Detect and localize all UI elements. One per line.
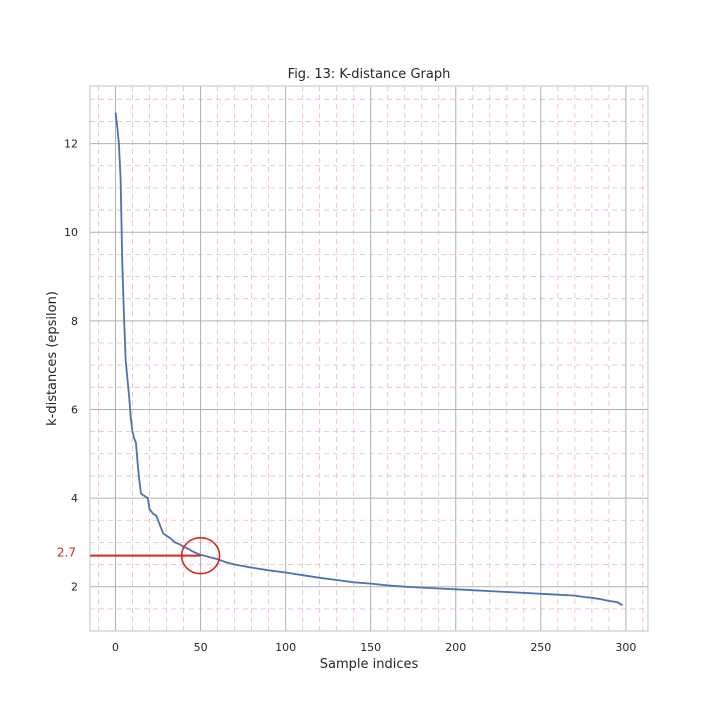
y-tick-label: 2 bbox=[71, 581, 78, 594]
major-grid bbox=[90, 86, 648, 631]
threshold-label: 2.7 bbox=[57, 546, 76, 560]
plot-frame bbox=[89, 85, 649, 632]
y-axis-label: k-distances (epsilon) bbox=[45, 291, 60, 426]
y-tick-label: 10 bbox=[64, 226, 78, 239]
x-tick-label: 200 bbox=[445, 641, 466, 654]
x-tick-label: 100 bbox=[275, 641, 296, 654]
x-axis-label: Sample indices bbox=[320, 657, 419, 672]
x-tick-label: 0 bbox=[112, 641, 119, 654]
y-tick-label: 12 bbox=[64, 138, 78, 151]
y-axis-ticks: 2 4 6 8 10 12 bbox=[64, 138, 78, 594]
x-axis-ticks: 0 50 100 150 200 250 300 bbox=[112, 641, 636, 654]
x-tick-label: 250 bbox=[530, 641, 551, 654]
elbow-highlight-circle bbox=[180, 536, 221, 575]
x-tick-label: 50 bbox=[194, 641, 208, 654]
y-tick-label: 4 bbox=[71, 492, 78, 505]
x-tick-label: 300 bbox=[615, 641, 636, 654]
x-tick-label: 150 bbox=[360, 641, 381, 654]
y-tick-label: 6 bbox=[71, 403, 78, 416]
chart-title: Fig. 13: K-distance Graph bbox=[288, 67, 451, 82]
k-distance-series-line bbox=[114, 112, 623, 607]
minor-grid bbox=[90, 86, 648, 632]
y-tick-label: 8 bbox=[71, 315, 78, 328]
